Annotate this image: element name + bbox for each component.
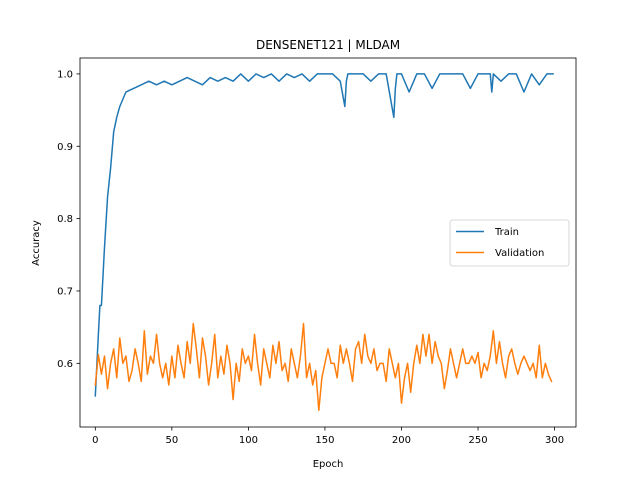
y-axis-title: Accuracy — [31, 220, 42, 266]
x-tick-label: 150 — [315, 435, 334, 446]
legend-label-validation: Validation — [495, 248, 544, 259]
y-tick-label: 0.6 — [57, 359, 73, 370]
y-tick-label: 0.9 — [57, 142, 73, 153]
plot-area — [94, 73, 554, 412]
x-axis-title: Epoch — [313, 459, 344, 470]
axes: 0 50 100 150 200 250 300 0.6 0.7 0.8 0.9 1.0 — [57, 57, 577, 446]
chart-title: DENSENET121 | MLDAM — [256, 38, 400, 52]
y-tick-label: 0.8 — [57, 214, 73, 225]
x-tick-label: 100 — [239, 435, 258, 446]
series-line-validation — [94, 322, 553, 412]
x-tick-label: 250 — [468, 435, 487, 446]
legend: Train Validation — [449, 219, 570, 267]
y-tick-label: 1.0 — [57, 69, 73, 80]
x-tick-label: 300 — [545, 435, 564, 446]
axes-frame — [79, 57, 577, 428]
x-tick-label: 200 — [392, 435, 411, 446]
y-tick-label: 0.7 — [57, 286, 73, 297]
legend-label-train: Train — [494, 227, 519, 238]
series-line-train — [94, 73, 554, 397]
x-tick-label: 50 — [165, 435, 178, 446]
x-tick-label: 0 — [92, 435, 98, 446]
